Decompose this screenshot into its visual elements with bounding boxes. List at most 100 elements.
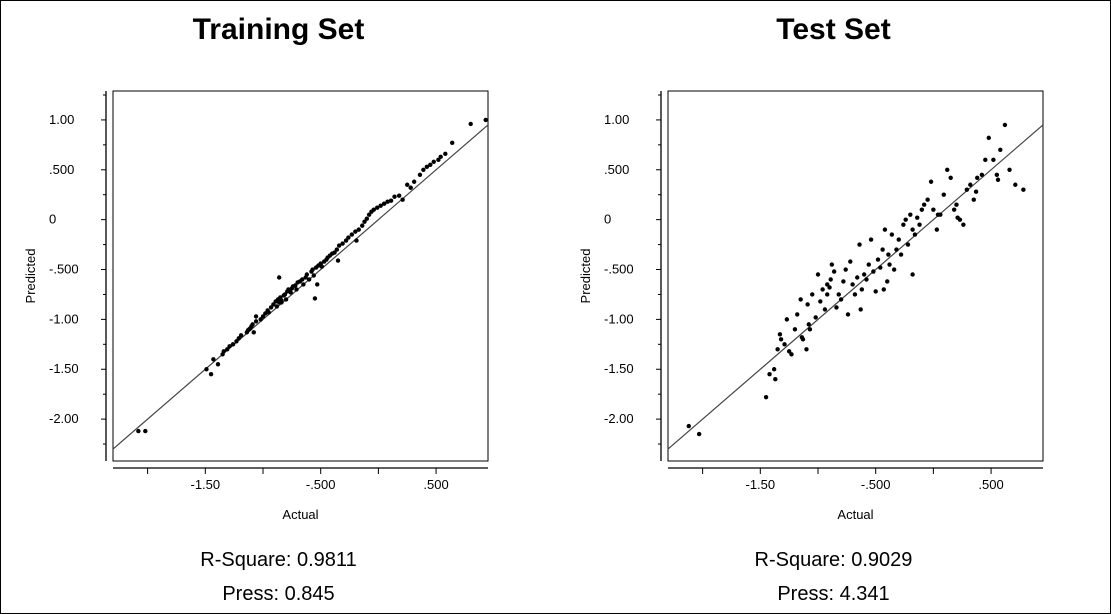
data-point [864,277,869,282]
data-point [392,194,397,199]
data-point [311,273,316,278]
plot-box [667,90,1044,462]
data-point [921,202,927,207]
data-point [288,290,293,295]
y-tick-label: -2.00 [604,411,634,426]
data-point [798,297,803,302]
data-point [443,151,448,157]
test-set-plot: 1.00 .500 0 -.500 -1.00 -1.50 -2.00 Predicted -1… [578,90,1044,522]
data-point [910,272,915,277]
data-point [136,428,141,434]
data-point [866,262,871,267]
data-point [405,182,410,187]
data-point [408,185,413,190]
data-point [230,342,236,347]
data-point [381,201,387,206]
plot-box [112,90,489,462]
data-point [335,258,341,263]
data-point [436,157,441,163]
data-point [843,267,848,272]
test-r-square: R-Square: 0.9029 [754,549,913,571]
x-tick-label: .500 [978,477,1003,492]
test-set-title: Test Set [776,13,891,46]
data-point [253,319,259,324]
data-point [813,315,818,320]
data-point [777,332,783,337]
data-point [834,305,839,310]
data-point [859,287,865,292]
x-tick-label: -1.50 [745,477,775,492]
data-point [995,177,1001,182]
training-set-plot: 1.00 .500 0 -.500 -1.00 -1.50 -2.00 Predicted -1… [23,90,489,522]
data-point [340,241,345,246]
data-point [868,237,874,242]
data-point [143,428,148,434]
y-axis-label: Predicted [578,249,593,304]
y-tick-label: -2.00 [49,411,79,426]
data-point [364,216,370,221]
data-point [998,147,1003,153]
data-point [304,272,310,277]
x-tick-label: .500 [423,477,448,492]
data-point [366,212,372,217]
x-tick-label: -.500 [861,477,891,492]
data-point [268,305,274,310]
data-point [979,172,985,177]
data-point [468,121,473,127]
y-tick-label: 0 [49,212,56,227]
data-point [820,287,825,292]
data-point [343,238,349,243]
x-tick-label: -.500 [306,477,336,492]
data-point [306,277,312,282]
data-point [850,282,855,287]
data-point [815,272,821,277]
data-point [836,292,841,297]
data-point [896,237,901,242]
data-point [857,242,862,247]
data-point [1021,187,1026,192]
data-point [955,215,960,220]
data-point [931,207,936,212]
data-point [886,252,891,257]
identity-line [112,124,489,450]
data-point [300,277,305,282]
data-point [800,337,806,342]
data-point [873,289,878,294]
data-point [271,302,276,307]
y-tick-label: 1.00 [49,112,74,127]
data-point [362,219,367,224]
data-point [775,347,780,352]
data-point [421,167,426,172]
data-point [908,212,913,217]
data-point [871,269,876,274]
data-point [915,215,920,220]
data-point [782,342,787,347]
data-point [385,199,390,204]
data-point [845,312,851,317]
data-point [360,223,365,228]
data-point [431,159,436,165]
data-point [806,322,811,327]
data-point [838,297,844,302]
data-point [968,182,973,187]
data-point [1002,122,1008,128]
data-point [973,189,979,194]
data-point [852,292,858,297]
test-set-panel: Test Set 1.00 .500 0 -.500 -1.00 -1.50 -2.00 Pr… [556,1,1111,613]
data-point [983,157,988,163]
data-point [234,339,239,344]
data-point [411,179,417,184]
data-point [236,336,241,341]
data-point [994,172,1000,177]
data-point [885,279,890,284]
test-press: Press: 4.341 [777,583,890,605]
data-point [917,222,922,227]
data-point [825,282,830,287]
data-point [334,247,340,252]
data-point [841,279,846,284]
data-point [763,394,769,400]
data-point [332,250,337,255]
data-point [250,322,255,327]
data-point [898,252,904,257]
